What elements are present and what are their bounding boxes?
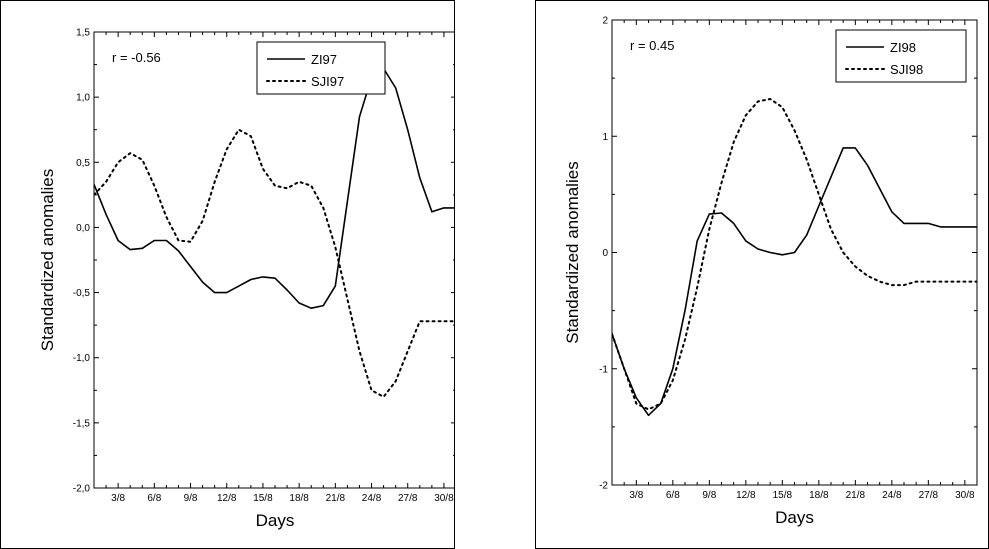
- y-tick-label: 0: [602, 248, 608, 259]
- legend: ZI98 SJI98: [835, 29, 967, 83]
- correlation-annotation: r = 0.45: [630, 38, 674, 53]
- x-tick-label: 18/8: [289, 493, 309, 504]
- x-tick-label: 24/8: [882, 490, 902, 501]
- x-tick-label: 12/8: [217, 493, 237, 504]
- y-tick-label: -1,0: [73, 353, 91, 364]
- y-tick-label: 2: [602, 16, 608, 27]
- y-tick-label: -2,0: [73, 484, 91, 495]
- x-tick-label: 27/8: [919, 490, 939, 501]
- x-tick-label: 6/8: [147, 493, 161, 504]
- y-axis-title: Standardized anomalies: [563, 161, 582, 343]
- x-axis-title: Days: [256, 511, 295, 530]
- chart-right-svg: -2 -1 0 1 2 3/8 6/8 9/8 12/8 15/8 18/8 21/8 24/8 27/8…: [563, 16, 978, 527]
- x-tick-label: 15/8: [253, 493, 273, 504]
- series-line-zi97: [94, 67, 454, 310]
- legend: ZI97 SJI97: [256, 41, 386, 95]
- y-tick-label: -2: [599, 481, 608, 492]
- y-tick-label: 0,0: [76, 223, 90, 234]
- x-tick-label: 6/8: [666, 490, 680, 501]
- legend-label-zi97: ZI97: [311, 52, 337, 67]
- series-line-sji97: [94, 128, 454, 398]
- y-tick-label: 1,5: [76, 28, 90, 39]
- legend-box: [835, 29, 967, 83]
- x-tick-label: 3/8: [111, 493, 125, 504]
- correlation-annotation: r = -0.56: [112, 50, 161, 65]
- x-axis-title: Days: [775, 508, 814, 527]
- legend-label-sji98: SJI98: [890, 62, 923, 77]
- x-tick-label: 30/8: [955, 490, 975, 501]
- x-tick-label: 21/8: [846, 490, 866, 501]
- x-tick-label: 21/8: [326, 493, 346, 504]
- legend-box: [256, 41, 386, 95]
- series-line-zi98: [612, 147, 977, 417]
- chart-left-svg: -2,0 -1,5 -1,0 -0,5 0,0 0,5 1,0 1,5 3/8 6/8 9/8 12/…: [38, 28, 454, 530]
- y-tick-label: 1: [602, 132, 608, 143]
- x-tick-label: 15/8: [773, 490, 793, 501]
- y-tick-label: -1,5: [73, 418, 91, 429]
- y-tick-label: -1: [599, 364, 608, 375]
- x-tick-label: 27/8: [398, 493, 418, 504]
- y-tick-label: -0,5: [73, 288, 91, 299]
- y-axis-title: Standardized anomalies: [38, 169, 57, 351]
- legend-label-sji97: SJI97: [311, 74, 344, 89]
- x-tick-label: 3/8: [629, 490, 643, 501]
- y-tick-label: 0,5: [76, 158, 90, 169]
- chart-panel-right: -2 -1 0 1 2 3/8 6/8 9/8 12/8 15/8 18/8 21/8 24/8 27/8…: [535, 0, 989, 549]
- y-tick-label: 1,0: [76, 93, 90, 104]
- x-tick-label: 24/8: [362, 493, 382, 504]
- chart-panel-left: -2,0 -1,5 -1,0 -0,5 0,0 0,5 1,0 1,5 3/8 6/8 9/8 12/…: [0, 0, 455, 549]
- legend-label-zi98: ZI98: [890, 40, 916, 55]
- x-tick-label: 18/8: [809, 490, 829, 501]
- series-line-sji98: [612, 98, 977, 411]
- x-tick-label: 30/8: [434, 493, 454, 504]
- x-tick-label: 9/8: [702, 490, 716, 501]
- x-tick-label: 12/8: [736, 490, 756, 501]
- x-tick-label: 9/8: [184, 493, 198, 504]
